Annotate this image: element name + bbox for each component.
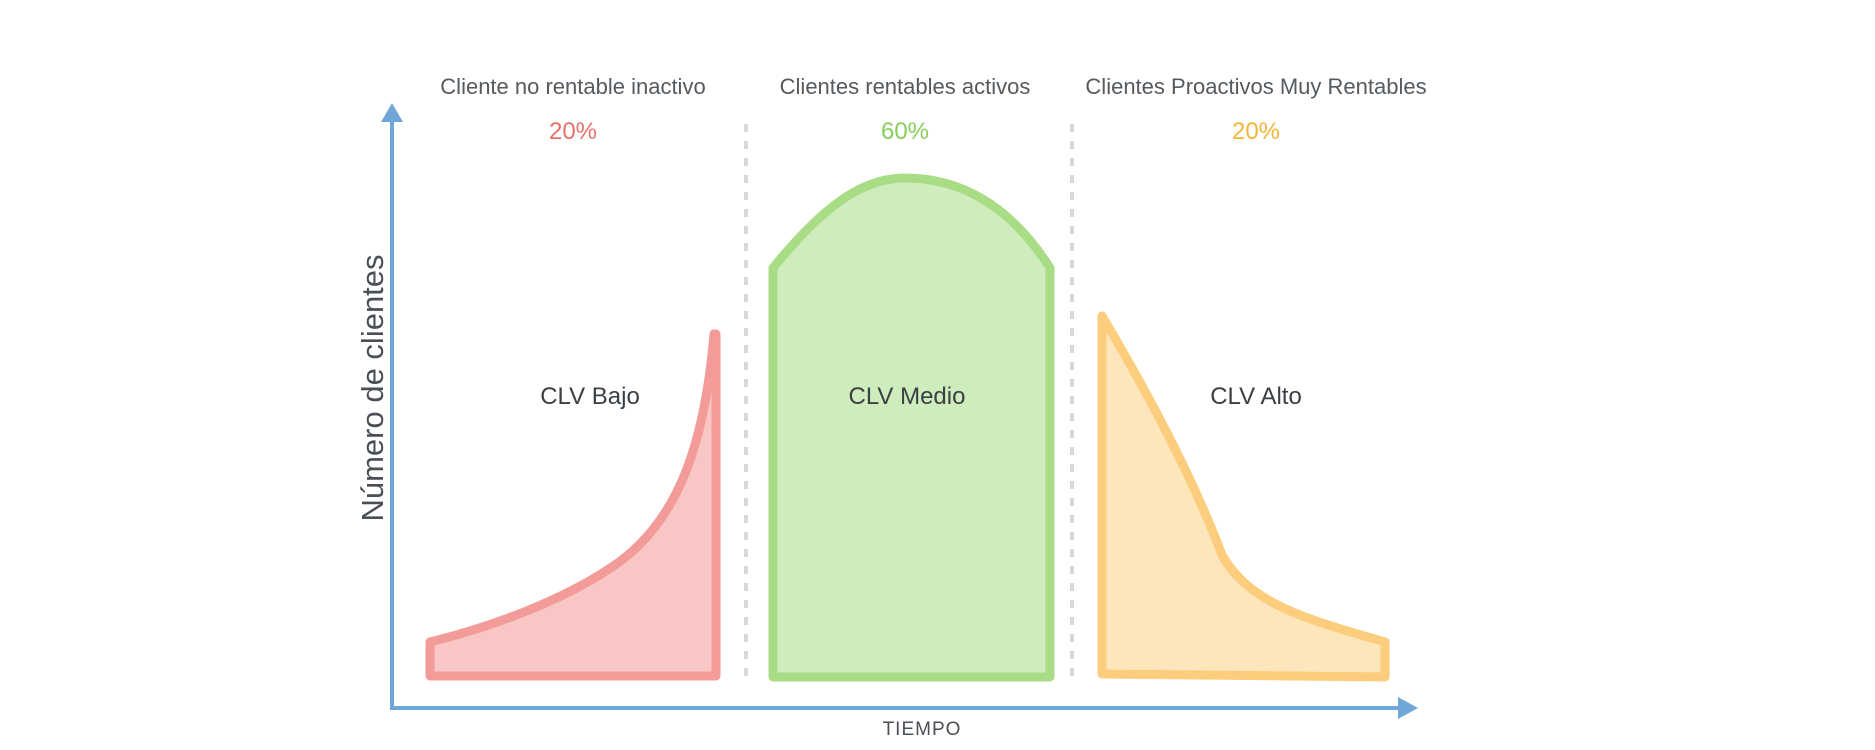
clv-alto-area [1097, 311, 1390, 682]
y-axis-arrowhead [381, 103, 403, 122]
axes [381, 103, 1418, 719]
x-axis-arrowhead [1398, 697, 1418, 719]
segment-title-2: Clientes Proactivos Muy Rentables [1085, 74, 1426, 99]
clv-label-0: CLV Bajo [540, 383, 640, 410]
x-axis-label: TIEMPO [883, 719, 962, 740]
clv-label-1: CLV Medio [849, 383, 966, 410]
segment-title-1: Clientes rentables activos [780, 74, 1031, 99]
clv-bajo-area [425, 329, 721, 681]
segment-dividers [744, 124, 1074, 680]
segment-title-0: Cliente no rentable inactivo [440, 74, 705, 99]
y-axis-label: Número de clientes [355, 254, 390, 521]
clv-medio-area [768, 173, 1055, 682]
segment-share-2: 20% [1232, 118, 1280, 145]
clv-label-2: CLV Alto [1210, 383, 1302, 410]
segment-share-0: 20% [549, 118, 597, 145]
segment-share-1: 60% [881, 118, 929, 145]
